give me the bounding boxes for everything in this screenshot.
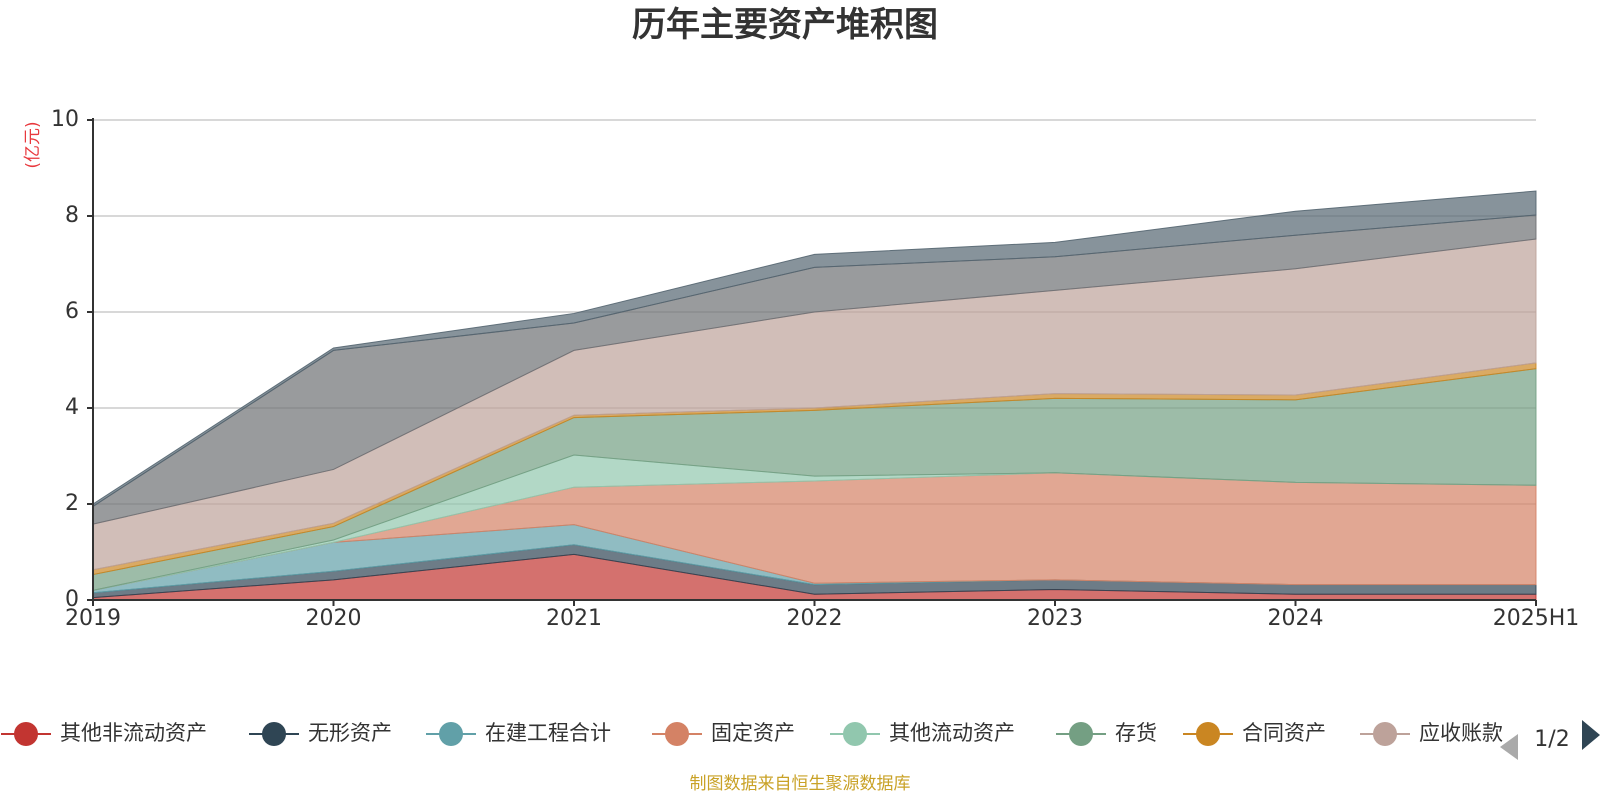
x-tick-label: 2020 xyxy=(306,606,362,631)
legend-marker xyxy=(1196,722,1220,746)
axes: 0 2 4 6 8 10 2019 2020 2021 2022 2023 2024 2025H1 xyxy=(51,107,1579,631)
legend-item[interactable]: 其他非流动资产 xyxy=(1,721,207,746)
legend-label: 其他流动资产 xyxy=(889,721,1015,745)
y-tick-label: 2 xyxy=(65,491,79,516)
y-axis-label: (亿元) xyxy=(23,121,43,168)
legend-label: 其他非流动资产 xyxy=(60,721,207,745)
legend: 其他非流动资产 无形资产 在建工程合计 固定资产 其他流动资产 存货 合同资产 应收账款 xyxy=(1,721,1503,746)
x-tick-label: 2022 xyxy=(787,606,843,631)
y-tick-label: 8 xyxy=(65,203,79,228)
y-tick-label: 6 xyxy=(65,299,79,324)
x-tick-label: 2021 xyxy=(546,606,602,631)
y-tick-label: 4 xyxy=(65,395,79,420)
legend-marker xyxy=(843,722,867,746)
legend-marker xyxy=(665,722,689,746)
x-tick-label: 2024 xyxy=(1268,606,1324,631)
legend-item[interactable]: 其他流动资产 xyxy=(830,721,1015,746)
legend-label: 应收账款 xyxy=(1419,721,1503,745)
legend-item[interactable]: 在建工程合计 xyxy=(426,721,611,746)
legend-marker xyxy=(14,722,38,746)
legend-label: 在建工程合计 xyxy=(485,721,611,745)
legend-marker xyxy=(439,722,463,746)
legend-pager: 1/2 xyxy=(1500,720,1600,760)
area-series xyxy=(92,190,1537,601)
legend-item[interactable]: 合同资产 xyxy=(1183,721,1326,746)
legend-label: 存货 xyxy=(1115,721,1157,745)
legend-prev-arrow-icon[interactable] xyxy=(1500,734,1518,760)
source-note: 制图数据来自恒生聚源数据库 xyxy=(690,774,911,794)
legend-label: 合同资产 xyxy=(1242,721,1326,745)
y-tick-label: 10 xyxy=(51,107,79,132)
legend-item[interactable]: 固定资产 xyxy=(652,721,795,746)
legend-label: 无形资产 xyxy=(308,721,392,745)
chart-title: 历年主要资产堆积图 xyxy=(632,5,938,45)
x-tick-label: 2019 xyxy=(65,606,121,631)
legend-label: 固定资产 xyxy=(711,721,795,745)
legend-next-arrow-icon[interactable] xyxy=(1582,720,1600,750)
legend-marker xyxy=(1069,722,1093,746)
legend-marker xyxy=(1373,722,1397,746)
legend-item[interactable]: 应收账款 xyxy=(1360,721,1503,746)
legend-item[interactable]: 存货 xyxy=(1056,721,1157,746)
area-series-10 xyxy=(92,190,1537,508)
legend-marker xyxy=(262,722,286,746)
y-tick-label: 0 xyxy=(65,587,79,612)
legend-item[interactable]: 无形资产 xyxy=(249,721,392,746)
x-tick-label: 2023 xyxy=(1027,606,1083,631)
legend-page-indicator: 1/2 xyxy=(1534,727,1569,752)
x-tick-label: 2025H1 xyxy=(1493,606,1580,631)
